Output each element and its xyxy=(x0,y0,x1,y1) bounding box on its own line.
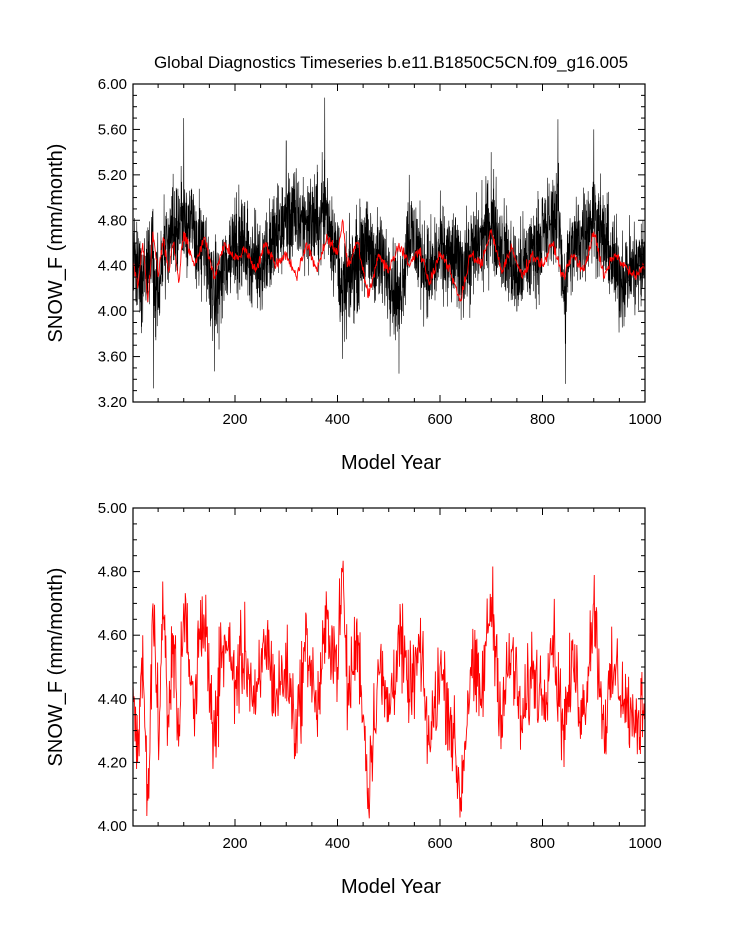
y-tick-label: 5.60 xyxy=(98,121,127,138)
y-tick-label: 4.60 xyxy=(98,627,127,644)
x-tick-label: 600 xyxy=(427,835,452,852)
bottom-panel-data xyxy=(132,560,646,819)
x-tick-label: 800 xyxy=(530,835,555,852)
y-tick-label: 3.20 xyxy=(98,394,127,411)
y-tick-label: 4.40 xyxy=(98,258,127,275)
y-tick-label: 4.00 xyxy=(98,303,127,320)
y-tick-label: 4.80 xyxy=(98,212,127,229)
x-tick-label: 600 xyxy=(427,411,452,428)
top-y-axis-label: SNOW_F (mm/month) xyxy=(45,144,67,343)
y-tick-label: 5.20 xyxy=(98,167,127,184)
x-tick-label: 200 xyxy=(222,411,247,428)
bottom-plot-frame xyxy=(132,507,646,827)
top-panel-axes: 200 400 600 800 1000 3.20 3.60 4.00 4.40 4.80 5.20… xyxy=(98,76,662,428)
top-x-axis-label: Model Year xyxy=(341,452,441,474)
top-panel: 200 400 600 800 1000 3.20 3.60 4.00 4.40 4.80 5.20… xyxy=(45,76,662,474)
top-panel-data xyxy=(132,97,646,389)
x-tick-label: 800 xyxy=(530,411,555,428)
y-tick-label: 4.40 xyxy=(98,691,127,708)
y-tick-label: 3.60 xyxy=(98,349,127,366)
x-tick-label: 400 xyxy=(325,411,350,428)
bottom-y-axis-label: SNOW_F (mm/month) xyxy=(45,568,67,767)
bottom-panel-axes: 200 400 600 800 1000 4.00 4.20 4.40 4.60 4.80 5.00 xyxy=(98,500,662,852)
y-tick-label: 4.00 xyxy=(98,818,127,835)
series-line xyxy=(132,218,646,303)
chart-title: Global Diagnostics Timeseries b.e11.B185… xyxy=(154,53,628,72)
y-tick-label: 5.00 xyxy=(98,500,127,517)
x-tick-label: 400 xyxy=(325,835,350,852)
x-tick-label: 1000 xyxy=(628,835,661,852)
series-line xyxy=(132,560,646,819)
y-tick-label: 4.20 xyxy=(98,754,127,771)
bottom-panel: 200 400 600 800 1000 4.00 4.20 4.40 4.60 4.80 5.00… xyxy=(45,500,662,898)
y-tick-label: 4.80 xyxy=(98,564,127,581)
y-tick-label: 6.00 xyxy=(98,76,127,93)
x-tick-label: 1000 xyxy=(628,411,661,428)
series-line xyxy=(132,97,646,389)
bottom-x-axis-label: Model Year xyxy=(341,876,441,898)
x-tick-label: 200 xyxy=(222,835,247,852)
